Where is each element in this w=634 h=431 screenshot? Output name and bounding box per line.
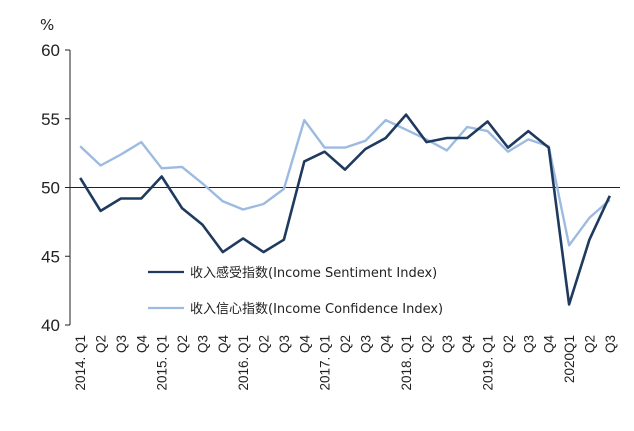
legend-label-confidence: 收入信心指数(Income Confidence Index) (190, 302, 443, 317)
x-tick-label: Q3 (195, 335, 210, 353)
y-tick-label: 60 (41, 41, 60, 60)
series-lines (79, 113, 611, 306)
x-tick-label: Q2 (338, 335, 353, 353)
x-tick-label: Q2 (582, 335, 597, 353)
x-tick-label: 2018. Q1 (399, 335, 414, 391)
legend: 收入感受指数(Income Sentiment Index) 收入信心指数(In… (148, 265, 443, 317)
x-tick-label: Q4 (216, 335, 231, 354)
x-tick-label: Q3 (603, 335, 618, 353)
x-tick-label: Q2 (257, 335, 272, 353)
y-unit-label: % (40, 16, 54, 34)
x-tick-label: Q4 (134, 335, 149, 354)
x-tick-label: 2015. Q1 (155, 335, 170, 391)
y-tick-label: 40 (41, 316, 60, 335)
x-tick-label: Q4 (297, 335, 312, 354)
y-tick-label: 55 (41, 110, 60, 129)
y-axis-ticks: 40 45 50 55 60 (41, 41, 70, 335)
x-tick-label: 2014. Q1 (73, 335, 88, 391)
x-tick-label: 2017. Q1 (318, 335, 333, 391)
legend-label-sentiment: 收入感受指数(Income Sentiment Index) (190, 265, 437, 281)
x-tick-label: Q3 (277, 335, 292, 353)
x-tick-label: 2020Q1 (562, 335, 577, 383)
x-tick-label: Q4 (379, 335, 394, 354)
x-tick-label: Q3 (358, 335, 373, 353)
x-tick-label: 2019. Q1 (481, 335, 496, 391)
series-line-confidence (79, 118, 611, 247)
x-tick-label: 2016. Q1 (236, 335, 251, 391)
x-tick-label: Q2 (175, 335, 190, 353)
series-line-sentiment (79, 113, 611, 306)
y-tick-label: 50 (41, 179, 60, 198)
x-tick-label: Q3 (440, 335, 455, 353)
x-tick-label: Q3 (114, 335, 129, 353)
x-tick-label: Q3 (521, 335, 536, 353)
x-tick-label: Q2 (419, 335, 434, 353)
x-tick-label: Q4 (460, 335, 475, 354)
x-tick-label: Q4 (542, 335, 557, 354)
x-tick-label: Q2 (94, 335, 109, 353)
x-axis-ticks: 2014. Q1 Q2 Q3 Q4 2015. Q1 Q2 Q3 Q4 2016. Q1 Q2 Q3… (73, 335, 618, 391)
y-tick-label: 45 (41, 247, 60, 266)
x-tick-label: Q2 (501, 335, 516, 353)
